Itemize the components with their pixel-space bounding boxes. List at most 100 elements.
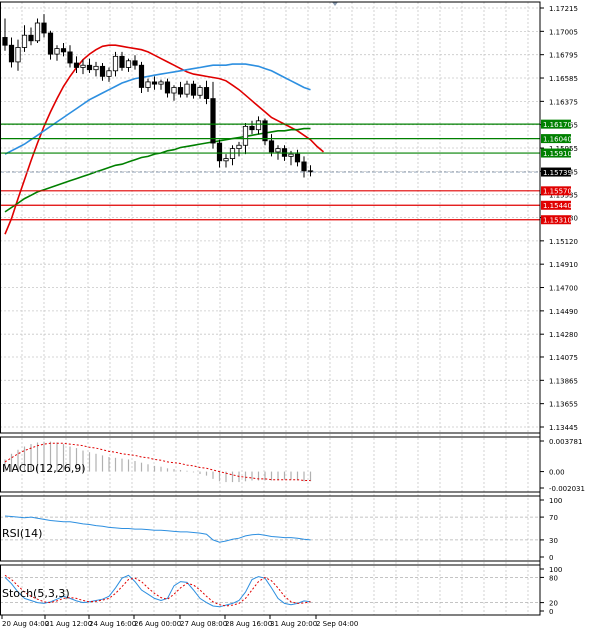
candle-body: [255, 120, 262, 131]
candle-body: [15, 47, 21, 63]
candle-body: [21, 34, 28, 48]
macd-panel[interactable]: MACD(12,26,9): [2, 441, 312, 483]
panel-frame: [0, 564, 541, 616]
stoch-k-line: [4, 574, 311, 608]
candle-body: [151, 81, 158, 85]
price-tick-label: 1.14075: [549, 354, 578, 362]
stoch-d-line: [4, 574, 311, 607]
time-tick-label: 2 Sep 04:00: [316, 620, 358, 628]
level-label: 1.15310: [543, 217, 572, 225]
macd-tick-label: 0.00: [549, 469, 565, 477]
stoch-panel[interactable]: Stoch(5,3,3): [0, 574, 540, 608]
panel-frames: [0, 1, 541, 616]
macd-tick-label: 0.003781: [549, 438, 582, 446]
candle-body: [145, 81, 151, 88]
level-label-bg: [541, 215, 571, 225]
candle-body: [242, 125, 249, 146]
price-tick-label: 1.13865: [549, 377, 578, 385]
candle-body: [60, 48, 67, 53]
level-label-bg: [541, 148, 571, 158]
price-tick-label: 1.14700: [549, 285, 578, 293]
price-tick-label: 1.15535: [549, 192, 578, 200]
time-tick-label: 24 Aug 16:00: [89, 620, 136, 628]
candle-body: [2, 37, 8, 46]
time-tick-label: 21 Aug 12:00: [45, 620, 92, 628]
candle-body: [73, 62, 80, 68]
axes: 1.17215 1.17005 1.16795 1.16585 1.16375 1.161…: [1, 5, 585, 628]
candle-body: [164, 81, 171, 94]
candle-body: [177, 87, 184, 95]
candle-body: [210, 98, 216, 144]
candle-body: [294, 153, 301, 163]
candle-body: [112, 55, 119, 72]
price-tick-label: 1.17215: [549, 5, 578, 13]
stoch-tick-label: 0: [549, 608, 553, 616]
candle-body: [190, 83, 197, 96]
candle-body: [47, 32, 54, 55]
rsi-tick-label: 30: [549, 537, 558, 545]
level-label: 1.16040: [543, 135, 572, 143]
candle-body: [275, 148, 281, 153]
level-label: 1.16170: [543, 121, 572, 129]
moving-average-line: [4, 44, 325, 235]
panel-frame: [0, 495, 541, 562]
candle-body: [106, 70, 112, 77]
price-panel[interactable]: [0, 2, 540, 235]
rsi-tick-label: 0: [549, 554, 553, 562]
stoch-tick-label: 80: [549, 574, 558, 582]
stoch-label: Stoch(5,3,3): [2, 587, 70, 600]
level-label: 1.15570: [543, 188, 572, 196]
candle-body: [41, 22, 47, 34]
price-tick-label: 1.14490: [549, 308, 578, 316]
candle-body: [223, 158, 229, 162]
price-tick-label: 1.17005: [549, 28, 578, 36]
moving-average-line: [4, 63, 311, 155]
level-label: 1.15440: [543, 202, 572, 210]
price-tick-label: 1.14910: [549, 261, 578, 269]
macd-label: MACD(12,26,9): [2, 462, 86, 475]
candle-body: [236, 144, 242, 149]
price-tick-label: 1.16795: [549, 52, 578, 60]
scroll-marker-icon: [332, 2, 338, 6]
price-tick-label: 1.13655: [549, 401, 578, 409]
rsi-panel[interactable]: RSI(14): [0, 515, 540, 543]
candle-body: [125, 60, 132, 68]
rsi-label: RSI(14): [2, 527, 42, 540]
level-label-bg: [541, 200, 571, 210]
candle-body: [99, 65, 106, 77]
candle-body: [171, 87, 177, 94]
candle-body: [119, 55, 125, 68]
time-tick-label: 31 Aug 20:00: [270, 620, 317, 628]
rsi-tick-label: 100: [549, 497, 562, 505]
rsi-line: [4, 515, 311, 543]
level-label-bg: [541, 186, 571, 196]
candle-body: [34, 22, 41, 42]
candle-body: [203, 87, 210, 99]
candle-body: [268, 140, 275, 153]
level-label-bg: [541, 134, 571, 144]
candle-body: [288, 153, 294, 157]
candle-body: [158, 81, 164, 85]
price-tick-label: 1.16375: [549, 98, 578, 106]
price-tick-label: 1.13445: [549, 424, 578, 432]
candle-body: [67, 51, 73, 64]
current-price-bg: [541, 167, 571, 177]
candle-body: [93, 65, 99, 71]
current-price-label: 1.15739: [543, 169, 572, 177]
candle-body: [138, 64, 145, 88]
candle-body: [28, 34, 34, 42]
level-label-bg: [541, 119, 571, 129]
candle-body: [54, 48, 60, 55]
rsi-tick-label: 70: [549, 514, 558, 522]
stoch-tick-label: 20: [549, 600, 558, 608]
time-tick-label: 28 Aug 16:00: [225, 620, 272, 628]
macd-tick-label: -0.002031: [549, 485, 585, 493]
candle-body: [262, 120, 268, 142]
time-tick-label: 27 Aug 08:00: [180, 620, 227, 628]
candle-body: [80, 64, 86, 68]
candle-body: [249, 125, 255, 131]
price-tick-label: 1.15120: [549, 238, 578, 246]
grid-lines: [0, 2, 540, 615]
